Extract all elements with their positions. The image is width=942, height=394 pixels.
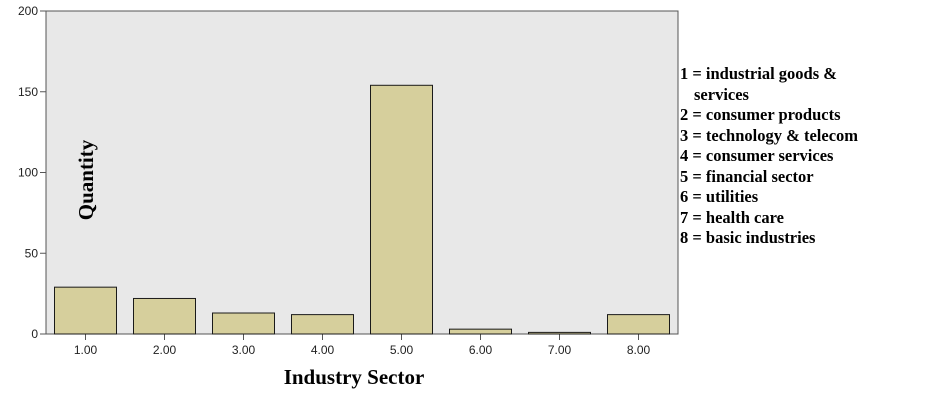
- y-tick-label: 100: [18, 166, 38, 180]
- x-tick-label: 2.00: [153, 343, 177, 357]
- legend-item: 5 = financial sector: [680, 166, 814, 186]
- category-legend: 1 = industrial goods & services 2 = consum…: [680, 64, 858, 249]
- x-tick-label: 4.00: [311, 343, 335, 357]
- x-tick-label: 8.00: [627, 343, 651, 357]
- x-tick-label: 3.00: [232, 343, 256, 357]
- legend-item: 3 = technology & telecom: [680, 125, 859, 145]
- bar-5: [370, 84, 433, 335]
- y-tick-label: 200: [18, 4, 38, 18]
- legend-item: services: [694, 84, 749, 104]
- bar-6: [449, 328, 512, 335]
- x-axis: 1.00 2.00 3.00 4.00 5.00 6.00 7.00 8.00: [74, 334, 651, 357]
- x-tick-label: 6.00: [469, 343, 493, 357]
- x-tick-label: 1.00: [74, 343, 98, 357]
- bars-group: [54, 84, 670, 335]
- bar-7: [528, 331, 591, 335]
- x-tick-label: 7.00: [548, 343, 572, 357]
- bar-4: [291, 314, 354, 335]
- legend-item: 4 = consumer services: [680, 146, 834, 165]
- bar-8: [607, 314, 670, 335]
- y-axis: 0 50 100 150 200: [18, 4, 46, 341]
- x-axis-title: Industry Sector: [284, 365, 425, 389]
- legend-item: 2 = consumer products: [680, 105, 841, 124]
- x-tick-label: 5.00: [390, 343, 414, 357]
- y-axis-title: Quantity: [74, 139, 98, 220]
- plot-area: [45, 10, 679, 335]
- y-tick-label: 50: [25, 246, 39, 260]
- y-tick-label: 0: [31, 327, 38, 341]
- bar-2: [133, 297, 196, 335]
- legend-item: 1 = industrial goods &: [680, 64, 838, 83]
- bar-chart: 0 50 100 150 200 1.00 2.00 3.00 4.00 5.00 6.00 7.0…: [18, 4, 679, 389]
- legend-item: 6 = utilities: [680, 187, 759, 206]
- legend-item: 8 = basic industries: [680, 228, 816, 247]
- bar-1: [54, 286, 117, 335]
- y-tick-label: 150: [18, 85, 38, 99]
- legend-item: 7 = health care: [680, 207, 784, 227]
- bar-3: [212, 312, 275, 335]
